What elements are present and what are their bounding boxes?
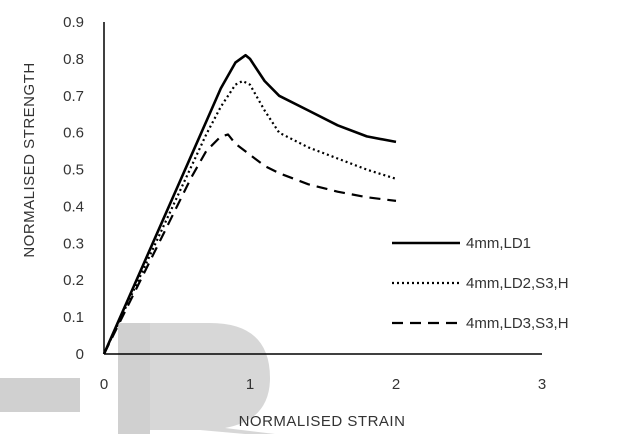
series-line-4mm-ld3-s3-h bbox=[103, 133, 397, 355]
series-line-4mm-ld2-s3-h bbox=[103, 79, 397, 355]
y-tick-label: 0.1 bbox=[63, 309, 84, 326]
x-tick-label: 3 bbox=[538, 376, 546, 393]
legend-label: 4mm,LD3,S3,H bbox=[466, 315, 569, 332]
watermark-r-stem bbox=[118, 323, 150, 434]
x-tick-label: 0 bbox=[100, 376, 108, 393]
legend-label: 4mm,LD1 bbox=[466, 235, 531, 252]
series-line-4mm-ld1 bbox=[102, 53, 397, 355]
x-tick-label: 1 bbox=[246, 376, 254, 393]
legend: 4mm,LD1 4mm,LD2,S3,H 4mm,LD3,S3,H bbox=[392, 235, 569, 332]
y-tick-label: 0.6 bbox=[63, 125, 84, 142]
y-tick-labels: 0 0.1 0.2 0.3 0.4 0.5 0.6 0.7 0.8 0.9 bbox=[63, 14, 84, 363]
y-tick-label: 0.7 bbox=[63, 88, 84, 105]
y-tick-label: 0.2 bbox=[63, 272, 84, 289]
y-tick-label: 0.4 bbox=[63, 198, 84, 215]
watermark-r-bowl bbox=[150, 323, 275, 434]
y-tick-label: 0.5 bbox=[63, 162, 84, 179]
y-axis-title: NORMALISED STRENGTH bbox=[21, 62, 38, 257]
y-tick-label: 0.8 bbox=[63, 51, 84, 68]
legend-label: 4mm,LD2,S3,H bbox=[466, 275, 569, 292]
y-tick-label: 0.9 bbox=[63, 14, 84, 31]
series-lines bbox=[102, 53, 397, 355]
watermark bbox=[0, 323, 275, 434]
y-tick-label: 0.3 bbox=[63, 235, 84, 252]
watermark-bar-left bbox=[0, 378, 80, 412]
y-tick-label: 0 bbox=[76, 346, 84, 363]
x-tick-labels: 0 1 2 3 bbox=[100, 376, 546, 393]
x-tick-label: 2 bbox=[392, 376, 400, 393]
x-axis-title: NORMALISED STRAIN bbox=[239, 413, 406, 430]
